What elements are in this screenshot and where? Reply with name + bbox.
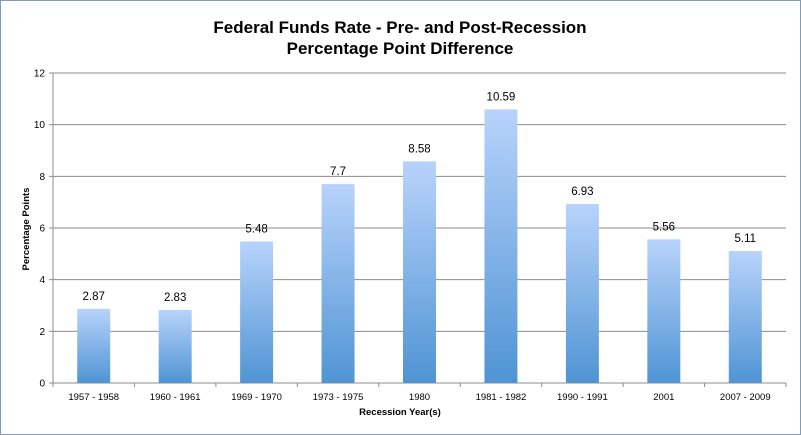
y-tick-label: 8 bbox=[39, 172, 45, 183]
data-labels: 2.87 2.83 5.48 7.7 8.58 10.59 6.93 5.56 5.11 bbox=[83, 91, 757, 303]
chart-title: Federal Funds Rate - Pre- and Post-Reces… bbox=[213, 18, 586, 37]
x-tick-label: 1981 - 1982 bbox=[476, 392, 527, 403]
x-tick-label: 1969 - 1970 bbox=[231, 392, 282, 403]
data-label: 6.93 bbox=[571, 186, 593, 198]
data-label: 10.59 bbox=[487, 91, 516, 103]
bar bbox=[403, 161, 436, 383]
y-axis-title: Percentage Points bbox=[21, 188, 32, 271]
x-tick-label: 1960 - 1961 bbox=[150, 392, 201, 403]
y-tick-label: 6 bbox=[39, 224, 45, 235]
bars bbox=[77, 109, 762, 384]
x-tick-label: 1973 - 1975 bbox=[313, 392, 364, 403]
data-label: 5.11 bbox=[735, 233, 757, 245]
y-tick-label: 2 bbox=[39, 327, 45, 338]
data-label: 8.58 bbox=[408, 143, 430, 155]
x-axis-title: Recession Year(s) bbox=[359, 407, 441, 418]
bar bbox=[728, 250, 762, 383]
data-label: 2.87 bbox=[83, 291, 105, 303]
bar bbox=[647, 239, 681, 383]
x-tick-label: 1957 - 1958 bbox=[68, 392, 119, 403]
bar bbox=[321, 184, 355, 383]
y-axis-ticks: 0 2 4 6 8 10 12 bbox=[34, 69, 46, 390]
data-label: 2.83 bbox=[164, 292, 186, 304]
y-tick-label: 0 bbox=[39, 379, 45, 390]
bar bbox=[240, 241, 274, 383]
y-tick-label: 10 bbox=[34, 120, 46, 131]
bar bbox=[77, 308, 111, 383]
data-label: 5.56 bbox=[653, 221, 675, 233]
chart-subtitle: Percentage Point Difference bbox=[287, 39, 514, 58]
data-label: 7.7 bbox=[330, 166, 346, 178]
bar bbox=[158, 309, 192, 383]
y-tick-label: 12 bbox=[34, 69, 46, 80]
x-tick-label: 1980 bbox=[409, 392, 430, 403]
x-tick-label: 2007 - 2009 bbox=[720, 392, 771, 403]
x-tick-label: 2001 bbox=[653, 392, 674, 403]
y-tick-label: 4 bbox=[39, 275, 45, 286]
bar bbox=[484, 109, 518, 384]
x-axis-ticks: 1957 - 1958 1960 - 1961 1969 - 1970 1973 - … bbox=[68, 392, 770, 403]
x-tick-label: 1990 - 1991 bbox=[557, 392, 608, 403]
data-label: 5.48 bbox=[245, 223, 267, 235]
bar bbox=[565, 203, 599, 383]
